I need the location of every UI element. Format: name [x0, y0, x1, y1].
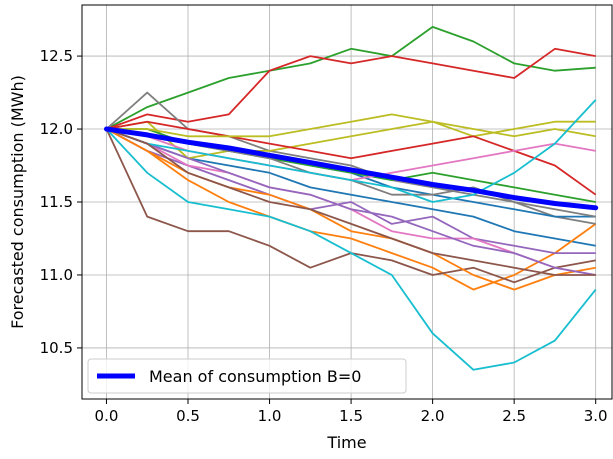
y-tick-label: 10.5 [40, 339, 73, 357]
series-line-20 [106, 128, 596, 276]
x-axis-label: Time [326, 433, 366, 452]
series-line-4 [106, 47, 596, 130]
y-tick-label: 11.0 [40, 266, 73, 284]
series-lines [105, 25, 597, 371]
mean-line-layer [104, 126, 599, 211]
legend: Mean of consumption B=0 [87, 358, 407, 394]
x-tick-label: 3.0 [584, 407, 608, 425]
mean-line [104, 126, 599, 211]
y-axis-label: Forecasted consumption (MWh) [8, 75, 27, 329]
series-line-19 [106, 99, 597, 203]
series-line-10 [105, 128, 597, 371]
x-tick-label: 2.5 [502, 407, 526, 425]
y-tick-label: 12.0 [40, 120, 73, 138]
series-line-3 [106, 25, 596, 130]
x-tick-label: 0.5 [176, 407, 200, 425]
axis-ticks: 0.0 0.5 1.0 1.5 2.0 2.5 3.0 10.5 11.0 11.5 12.0 12.… [40, 47, 608, 425]
y-tick-label: 11.5 [40, 193, 73, 211]
series-line-18 [106, 113, 596, 138]
series-line-2 [106, 128, 597, 291]
y-tick-label: 12.5 [40, 47, 73, 65]
legend-box [87, 358, 407, 394]
x-tick-label: 1.5 [339, 407, 363, 425]
legend-label-mean: Mean of consumption B=0 [149, 367, 361, 386]
series-line-15 [106, 128, 596, 276]
x-tick-label: 0.0 [95, 407, 119, 425]
x-tick-label: 1.0 [258, 407, 282, 425]
x-tick-label: 2.0 [421, 407, 445, 425]
